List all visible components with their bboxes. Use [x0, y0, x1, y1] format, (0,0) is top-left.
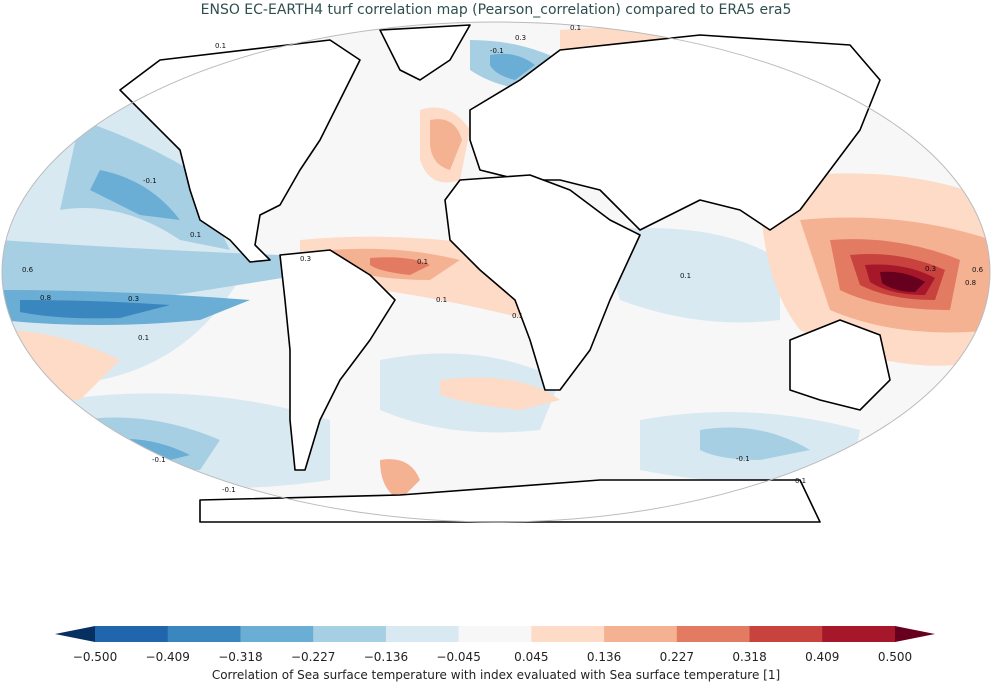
colorbar-bin: [95, 626, 169, 642]
contour-label: 0.1: [795, 477, 806, 485]
colorbar-under-arrow: [55, 626, 95, 642]
colorbar-tick-label: −0.500: [72, 650, 118, 664]
colorbar-tick-label: 0.227: [659, 650, 694, 664]
contour-label: -0.1: [143, 177, 157, 185]
contour-labels: 0.1 -0.1 0.3 0.6 0.8 0.1 0.3 0.1 -0.1 0.1 0.3 0.1 0.…: [22, 24, 984, 494]
contour-label: 0.1: [570, 24, 581, 32]
map-border: [1, 21, 991, 523]
colorbar-bin: [604, 626, 678, 642]
colorbar: [55, 626, 935, 642]
contour-label: 0.1: [138, 334, 149, 342]
colorbar-tick-label: 0.136: [586, 650, 622, 664]
contour-label: -0.1: [490, 47, 504, 55]
contour-label: -0.1: [152, 456, 166, 464]
colorbar-bin: [313, 626, 387, 642]
south-america: [279, 249, 396, 471]
contour-label: -0.1: [222, 486, 236, 494]
colorbar-tick-label: 0.409: [805, 650, 840, 664]
contour-label: 0.6: [22, 266, 34, 274]
contour-label: 0.1: [417, 258, 428, 266]
correlation-map: 0.1 -0.1 0.3 0.6 0.8 0.1 0.3 0.1 -0.1 0.1 0.3 0.1 0.…: [1, 21, 991, 523]
contour-label: 0.1: [680, 272, 691, 280]
colorbar-label: Correlation of Sea surface temperature w…: [211, 668, 781, 682]
greenland: [379, 24, 471, 81]
contour-label: 0.3: [300, 255, 311, 263]
colorbar-tick-label: −0.227: [290, 650, 336, 664]
colorbar-tick-label: 0.318: [732, 650, 767, 664]
colorbar-bin: [749, 626, 823, 642]
map-title: ENSO EC-EARTH4 turf correlation map (Pea…: [200, 2, 792, 18]
contour-label: 0.8: [965, 279, 976, 287]
contour-label: 0.6: [972, 266, 984, 274]
colorbar-tick-label: −0.318: [218, 650, 263, 664]
colorbar-tick-label: 0.045: [514, 650, 549, 664]
colorbar-tick-label: 0.500: [877, 650, 913, 664]
colorbar-bin: [676, 626, 751, 642]
contour-label: 0.1: [436, 296, 447, 304]
contour-label: 0.1: [215, 42, 226, 50]
australia: [789, 319, 891, 411]
contour-label: 0.1: [512, 312, 523, 320]
contour-label: 0.3: [515, 34, 526, 42]
colorbar-bin: [385, 626, 460, 642]
contour-label: 0.3: [925, 265, 936, 273]
north-america: [119, 39, 361, 263]
contour-label: 0.1: [190, 231, 201, 239]
colorbar-bin: [458, 626, 532, 642]
continents: [119, 24, 891, 523]
africa: [444, 174, 641, 391]
colorbar-tick-label: −0.045: [436, 650, 481, 664]
contour-label: 0.3: [128, 295, 139, 303]
colorbar-over-arrow: [895, 626, 935, 642]
colorbar-bin: [167, 626, 241, 642]
contour-label: -0.1: [736, 455, 750, 463]
colorbar-tick-label: −0.409: [145, 650, 190, 664]
colorbar-bin: [531, 626, 605, 642]
colorbar-bin: [240, 626, 314, 642]
contour-label: 0.8: [40, 294, 51, 302]
colorbar-bin: [822, 626, 896, 642]
colorbar-tick-label: −0.136: [363, 650, 409, 664]
